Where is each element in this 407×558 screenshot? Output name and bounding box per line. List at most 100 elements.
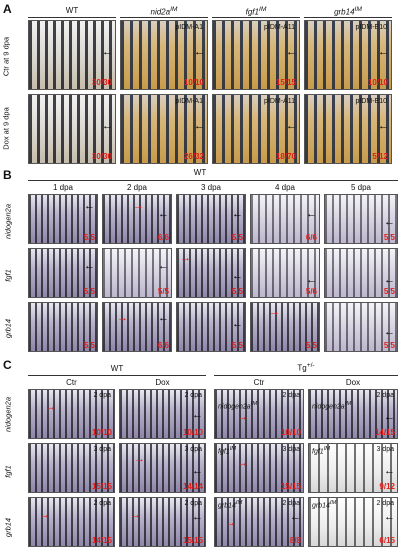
- panel-c-image-r2-c3: 3 dpa fgf1IM → 15/15: [214, 443, 304, 493]
- panel-c-image-r1-c2: 2 dpa ← 10/10: [119, 389, 206, 439]
- panel-c-row-label-1: nidogen2a: [3, 396, 13, 433]
- panel-b-image-r2-c5: ← 5/5: [324, 248, 398, 298]
- panel-b-col-header-1: 1 dpa: [52, 183, 74, 192]
- panel-c-gene-label: nidogen2aIM: [218, 401, 258, 411]
- panel-b-count: 5/5: [383, 341, 395, 350]
- black-arrow-icon: ←: [378, 120, 389, 132]
- panel-b-image-r2-c1: ← 5/5: [28, 248, 98, 298]
- red-arrow-icon: →: [45, 401, 56, 413]
- panel-c-image-r1-c3: 2 dpa nidogen2aIM → 10/10: [214, 389, 304, 439]
- black-arrow-icon: ←: [286, 120, 297, 132]
- panel-c-dpa-label: 2 dpa: [93, 392, 111, 399]
- black-arrow-icon: ←: [384, 274, 395, 286]
- black-arrow-icon: ←: [192, 409, 203, 421]
- panel-a-image-r2-c4: pIDM-E10 ← 5/12: [304, 94, 392, 164]
- panel-c-count: 8/8: [289, 536, 301, 545]
- black-arrow-icon: ←: [306, 208, 317, 220]
- black-arrow-icon: ←: [84, 200, 95, 212]
- panel-c-gene-label: grb14IM: [218, 500, 243, 510]
- panel-b-count: 5/5: [231, 341, 243, 350]
- panel-c-count: 14/14: [182, 482, 203, 491]
- panel-a-col-header-3: fgf1IM: [245, 6, 267, 17]
- panel-a-count: 5/12: [372, 152, 388, 161]
- panel-c-group-line-wt: [28, 375, 206, 376]
- panel-b-count: 6/6: [157, 233, 169, 242]
- red-arrow-icon: →: [117, 312, 128, 324]
- black-arrow-icon: ←: [290, 511, 301, 523]
- panel-c-count: 15/15: [91, 482, 112, 491]
- panel-c-count: 9/12: [379, 482, 395, 491]
- panel-a-construct-label: pIDM-A11: [264, 98, 295, 105]
- panel-c-count: 15/15: [182, 536, 203, 545]
- panel-c-col-header-4: Dox: [345, 378, 361, 387]
- panel-c-dpa-label: 3 dpa: [282, 446, 300, 453]
- panel-c-dpa-label: 3 dpa: [184, 446, 202, 453]
- panel-c-dpa-label: 3 dpa: [376, 446, 394, 453]
- panel-b-count: 5/5: [231, 287, 243, 296]
- black-arrow-icon: ←: [158, 260, 169, 272]
- panel-a-row-label-2: Dox at 9 dpa: [1, 107, 11, 150]
- black-arrow-icon: ←: [194, 46, 205, 58]
- panel-a-letter: A: [3, 2, 12, 16]
- panel-b-count: 5/5: [83, 287, 95, 296]
- panel-b-col-header-5: 5 dpa: [350, 183, 372, 192]
- panel-c-dpa-label: 2 dpa: [376, 392, 394, 399]
- panel-a-count: 10/10: [183, 78, 204, 87]
- black-arrow-icon: ←: [384, 216, 395, 228]
- black-arrow-icon: ←: [158, 312, 169, 324]
- panel-b-group-header: WT: [193, 168, 207, 177]
- red-arrow-icon: →: [225, 517, 236, 529]
- panel-c-image-r2-c2: 3 dpa → ← 14/14: [119, 443, 206, 493]
- panel-c-image-r2-c1: 3 dpa 15/15: [28, 443, 115, 493]
- panel-b-count: 5/6: [305, 287, 317, 296]
- panel-c-gene-label: fgf1IM: [218, 446, 237, 456]
- red-arrow-icon: →: [180, 252, 191, 264]
- panel-c-dpa-label: 2 dpa: [376, 500, 394, 507]
- black-arrow-icon: ←: [84, 260, 95, 272]
- panel-a-count: 10/10: [367, 78, 388, 87]
- panel-a-construct-label: pIDM-A1: [175, 24, 203, 31]
- panel-c-count: 10/10: [91, 428, 112, 437]
- red-arrow-icon: →: [39, 509, 50, 521]
- panel-b-count: 5/5: [383, 287, 395, 296]
- panel-c-count: 14/15: [91, 536, 112, 545]
- panel-a-image-r2-c2: pIDM-A1 ← 26/32: [120, 94, 208, 164]
- panel-b-image-r2-c2: ← 5/5: [102, 248, 172, 298]
- panel-c-dpa-label: 2 dpa: [184, 500, 202, 507]
- panel-b-count: 5/5: [157, 287, 169, 296]
- black-arrow-icon: ←: [384, 326, 395, 338]
- panel-b-col-header-3: 3 dpa: [200, 183, 222, 192]
- panel-a-header-line-1: [28, 17, 116, 18]
- red-arrow-icon: →: [134, 453, 145, 465]
- panel-a-image-r1-c1: ← 30/30: [28, 20, 116, 90]
- panel-b-group-line: [28, 180, 398, 181]
- panel-b-count: 5/5: [231, 233, 243, 242]
- panel-c-dpa-label: 2 dpa: [282, 392, 300, 399]
- panel-a-col-header-4: grb14IM: [334, 6, 362, 17]
- red-arrow-icon: →: [237, 411, 248, 423]
- black-arrow-icon: ←: [192, 465, 203, 477]
- panel-c-image-r1-c1: 2 dpa → 10/10: [28, 389, 115, 439]
- panel-b-image-r3-c3: ← 5/5: [176, 302, 246, 352]
- panel-b-image-r2-c3: → ← 5/5: [176, 248, 246, 298]
- panel-c-group-header-tg: Tg+/-: [297, 362, 315, 373]
- panel-c-image-r1-c4: 2 dpa nidogen2aIM ← 14/15: [308, 389, 398, 439]
- panel-b-count: 5/5: [305, 341, 317, 350]
- panel-b-image-r1-c2: → ← 6/6: [102, 194, 172, 244]
- panel-b-image-r1-c3: ← 5/5: [176, 194, 246, 244]
- panel-b-col-header-2: 2 dpa: [126, 183, 148, 192]
- panel-b-row-label-1: nidogen2a: [3, 203, 13, 240]
- panel-a-image-r2-c3: pIDM-A11 ← 18/70: [212, 94, 300, 164]
- panel-c-count: 15/15: [280, 482, 301, 491]
- black-arrow-icon: ←: [194, 120, 205, 132]
- panel-c-image-r3-c3: 2 dpa grb14IM → ← 8/8: [214, 497, 304, 547]
- panel-c-gene-label: grb14IM: [312, 500, 337, 510]
- black-arrow-icon: ←: [102, 46, 113, 58]
- panel-c-row-label-3: grb14: [3, 517, 13, 538]
- panel-b-col-header-4: 4 dpa: [274, 183, 296, 192]
- panel-b-letter: B: [3, 168, 12, 182]
- panel-c-dpa-label: 2 dpa: [184, 392, 202, 399]
- panel-a-construct-label: pIDM-E10: [355, 24, 387, 31]
- panel-c-col-header-2: Dox: [155, 378, 170, 387]
- panel-a-construct-label: pIDM-A1: [175, 98, 203, 105]
